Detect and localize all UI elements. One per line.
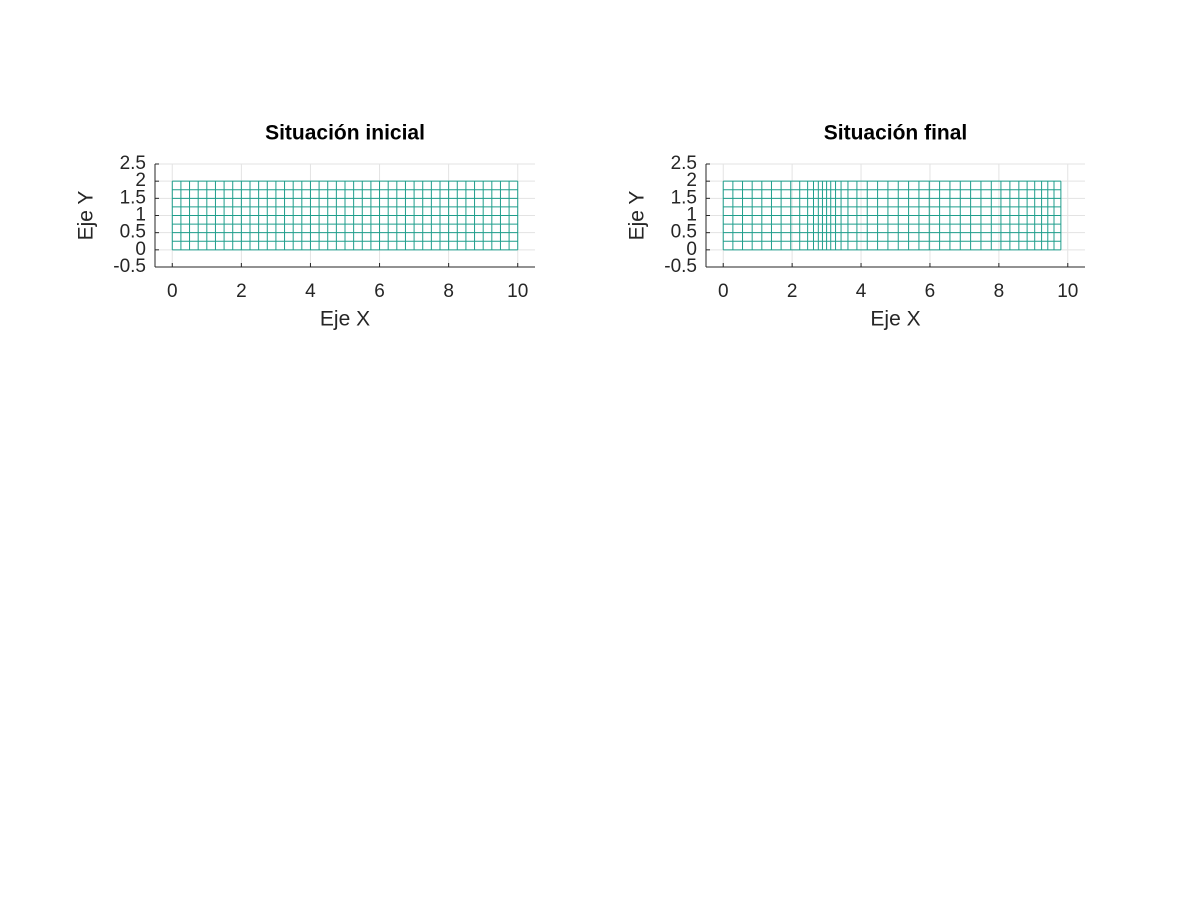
x-tick-label: 4: [856, 281, 867, 302]
x-tick-label: 10: [1057, 281, 1078, 302]
x-axis-label: Eje X: [870, 308, 920, 331]
y-tick-label: 1.5: [120, 187, 146, 208]
y-tick-label: -0.5: [664, 256, 697, 277]
x-tick-label: 2: [236, 281, 247, 302]
x-tick-label: 0: [167, 281, 178, 302]
y-tick-label: -0.5: [113, 256, 146, 277]
y-tick-label: 0: [686, 239, 697, 260]
x-tick-label: 8: [994, 281, 1005, 302]
y-tick-label: 2.5: [671, 153, 697, 174]
x-tick-label: 6: [374, 281, 385, 302]
y-tick-label: 0.5: [120, 222, 146, 243]
y-tick-label: 1: [135, 205, 146, 226]
x-tick-label: 8: [443, 281, 454, 302]
chart-title: Situación final: [824, 122, 968, 145]
y-axis-label: Eje Y: [75, 191, 98, 241]
y-tick-label: 2: [686, 170, 697, 191]
x-tick-label: 10: [507, 281, 528, 302]
y-tick-label: 0: [135, 239, 146, 260]
y-tick-label: 1: [686, 205, 697, 226]
y-tick-label: 2: [135, 170, 146, 191]
y-tick-label: 2.5: [120, 153, 146, 174]
y-tick-label: 1.5: [671, 187, 697, 208]
y-tick-label: 0.5: [671, 222, 697, 243]
x-tick-label: 2: [787, 281, 798, 302]
x-axis-label: Eje X: [320, 308, 370, 331]
x-tick-label: 0: [718, 281, 729, 302]
chart-title: Situación inicial: [265, 122, 425, 145]
y-axis-label: Eje Y: [626, 191, 649, 241]
x-tick-label: 4: [305, 281, 316, 302]
x-tick-label: 6: [925, 281, 936, 302]
